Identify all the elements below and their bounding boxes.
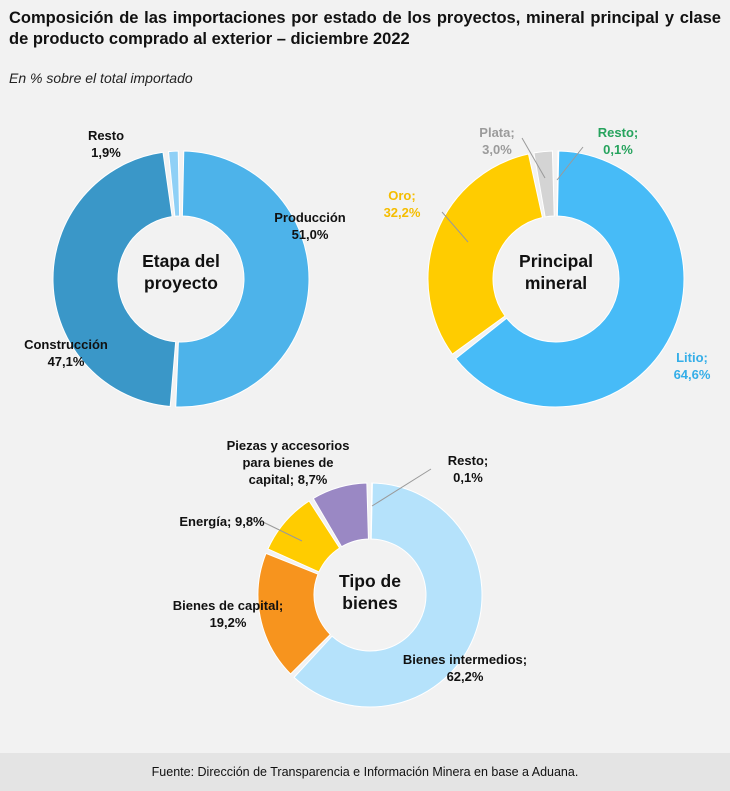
source-footer: Fuente: Dirección de Transparencia e Inf… <box>0 753 730 791</box>
leader-line-2-3 <box>521 137 546 179</box>
slice-3-1 <box>293 482 483 708</box>
slice-label-2-2: Oro; 32,2% <box>384 188 421 220</box>
leader-line-2-2 <box>441 211 469 243</box>
chart-subtitle: En % sobre el total importado <box>9 70 193 86</box>
slice-label-1-1: Producción 51,0% <box>274 210 346 242</box>
donut-chart-2: Principal mineral Litio; 64,6% Oro; 32,2% Plat… <box>384 125 711 408</box>
slice-label-1-3: Resto 1,9% <box>88 128 124 160</box>
center-label-2: Principal mineral <box>519 251 593 293</box>
slice-3-5 <box>370 482 373 540</box>
slice-3-4 <box>312 482 369 548</box>
slice-label-3-5: Resto; 0,1% <box>448 453 488 485</box>
slice-label-3-1: Bienes intermedios; 62,2% <box>403 652 527 684</box>
slice-label-2-3: Plata; 3,0% <box>479 125 514 157</box>
slice-1-3 <box>167 150 181 217</box>
slice-label-3-3: Energía; 9,8% <box>179 514 265 529</box>
chart-title: Composición de las importaciones por est… <box>9 9 721 48</box>
slice-label-2-4: Resto; 0,1% <box>598 125 638 157</box>
center-label-1: Etapa del proyecto <box>142 251 220 293</box>
center-label-3: Tipo de bienes <box>339 571 401 613</box>
leader-line-3-5 <box>371 468 432 507</box>
slice-label-3-2: Bienes de capital; 19,2% <box>173 598 284 630</box>
slice-1-2 <box>52 151 177 408</box>
slice-label-2-1: Litio; 64,6% <box>674 350 711 382</box>
slice-1-1 <box>175 150 310 408</box>
slice-3-3 <box>267 500 341 573</box>
leader-line-3-3 <box>262 521 303 542</box>
donut-chart-3: Tipo de bienes Bienes intermedios; 62,2% Bie… <box>173 438 527 708</box>
leader-line-2-4 <box>556 146 584 181</box>
slice-2-4 <box>556 150 559 217</box>
slice-3-2 <box>257 552 331 675</box>
slice-2-1 <box>455 150 685 408</box>
donut-chart-1: Etapa del proyecto Producción 51,0% Construc… <box>24 128 346 408</box>
slice-2-2 <box>427 153 544 355</box>
slice-label-3-4: Piezas y accesorios para bienes de capital… <box>227 438 350 487</box>
slice-label-1-2: Construcción 47,1% <box>24 337 108 369</box>
